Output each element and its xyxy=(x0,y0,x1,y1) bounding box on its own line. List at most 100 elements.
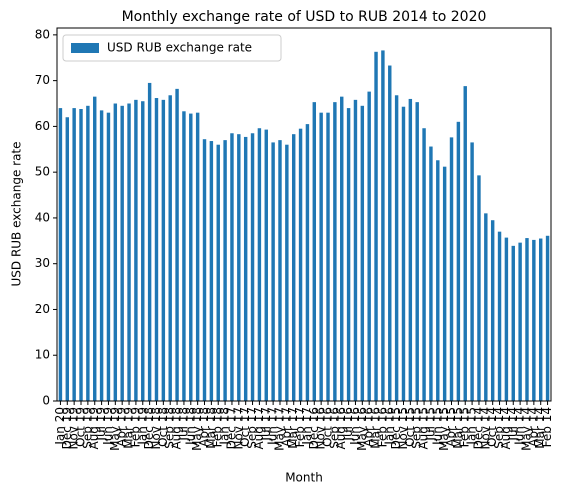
x-tick-label: Dec 14 xyxy=(471,407,485,449)
x-tick-label: Sep 15 xyxy=(410,407,424,449)
bar xyxy=(189,113,193,401)
bar xyxy=(58,108,63,401)
bar xyxy=(154,98,159,401)
x-tick-label: May 15 xyxy=(437,407,451,451)
bar xyxy=(511,245,515,401)
bar xyxy=(360,105,365,401)
bar xyxy=(278,140,282,401)
bar xyxy=(65,117,70,402)
bar xyxy=(312,102,317,401)
x-tick-label: Dec 19 xyxy=(60,407,74,449)
x-tick-label: Jan 20 xyxy=(53,407,67,446)
x-tick-label: Jan 18 xyxy=(218,407,232,446)
x-tick-label: Feb 14 xyxy=(540,407,554,447)
plot-frame xyxy=(56,27,552,402)
bar xyxy=(415,102,419,401)
bar xyxy=(436,160,440,401)
bar xyxy=(484,213,488,401)
x-tick-label: Feb 16 xyxy=(375,407,389,447)
bar xyxy=(346,108,351,401)
bar xyxy=(353,99,358,401)
x-tick-label: Oct 14 xyxy=(485,407,499,447)
bar xyxy=(545,235,550,401)
bar xyxy=(381,50,385,401)
y-tick-label: 30 xyxy=(35,256,50,270)
bar xyxy=(127,103,131,402)
x-tick-label: Aug 19 xyxy=(87,407,101,450)
x-tick-label: Jul 17 xyxy=(259,407,273,442)
bar xyxy=(408,98,413,401)
x-tick-label: Oct 15 xyxy=(403,407,417,447)
bar xyxy=(490,220,495,401)
x-tick-label: Jun 18 xyxy=(183,407,197,446)
bar xyxy=(525,238,529,401)
x-tick-label: Oct 18 xyxy=(156,407,170,447)
legend-swatch xyxy=(71,43,99,53)
bar xyxy=(463,86,467,401)
x-tick-label: Feb 19 xyxy=(128,407,142,447)
bar xyxy=(401,106,406,401)
x-tick-label: Sep 14 xyxy=(492,407,506,449)
x-tick-label: Jul 15 xyxy=(423,407,437,442)
x-tick-label: Sep 18 xyxy=(163,407,177,449)
x-tick-label: Sep 19 xyxy=(80,407,94,449)
bar xyxy=(86,105,90,401)
bar xyxy=(209,141,214,401)
x-tick-label: May 16 xyxy=(355,407,369,451)
x-tick-label: Aug 14 xyxy=(499,407,513,450)
x-tick-label: Jan 16 xyxy=(382,407,396,446)
x-tick-label: Oct 16 xyxy=(321,407,335,447)
bar xyxy=(202,139,207,401)
legend-box xyxy=(62,34,282,62)
x-tick-label: Nov 16 xyxy=(314,407,328,450)
bar xyxy=(442,166,447,401)
x-tick-label: Jun 16 xyxy=(348,407,362,446)
x-tick-label: Mar 14 xyxy=(533,407,547,449)
x-tick-label: Dec 15 xyxy=(389,407,403,449)
x-tick-label: Feb 18 xyxy=(211,407,225,447)
x-tick-label: Sep 16 xyxy=(327,407,341,449)
x-tick-label: Jun 17 xyxy=(266,407,280,446)
bar xyxy=(120,105,124,401)
bar xyxy=(168,95,172,402)
bar xyxy=(223,140,227,401)
x-tick-label: Oct 19 xyxy=(74,407,88,447)
x-tick-label: Mar 17 xyxy=(286,407,300,449)
x-tick-label: May 14 xyxy=(519,407,533,451)
bar xyxy=(237,134,241,401)
bar xyxy=(477,175,481,401)
x-tick-label: May 18 xyxy=(190,407,204,451)
chart-title: Monthly exchange rate of USD to RUB 2014… xyxy=(122,9,487,25)
y-tick-label: 50 xyxy=(35,165,50,179)
bar xyxy=(449,137,454,402)
bar xyxy=(394,95,399,402)
x-tick-label: Jul 19 xyxy=(94,407,108,442)
bar xyxy=(271,142,275,401)
bar xyxy=(298,128,303,401)
x-tick-label: Nov 18 xyxy=(149,407,163,450)
x-tick-label: Mar 15 xyxy=(451,407,465,449)
x-tick-label: Jul 18 xyxy=(176,407,190,442)
y-tick-label: 70 xyxy=(35,73,50,87)
bar xyxy=(340,96,344,402)
x-tick-label: Apr 18 xyxy=(197,407,211,447)
x-tick-label: Nov 17 xyxy=(231,407,245,450)
x-tick-label: Mar 18 xyxy=(204,407,218,449)
x-tick-label: Apr 14 xyxy=(526,407,540,447)
bar xyxy=(195,112,200,402)
y-tick-label: 0 xyxy=(42,394,50,408)
y-tick-label: 40 xyxy=(35,210,50,224)
bar xyxy=(93,96,97,402)
bar xyxy=(257,128,262,402)
x-axis-label: Month xyxy=(285,471,323,485)
x-tick-label: Jun 14 xyxy=(513,407,527,446)
y-axis-label: USD RUB exchange rate xyxy=(10,141,24,286)
x-tick-label: Jul 14 xyxy=(506,407,520,442)
bar xyxy=(161,99,166,401)
y-tick-label: 10 xyxy=(35,348,50,362)
x-tick-label: Jun 15 xyxy=(430,407,444,446)
y-tick-label: 20 xyxy=(35,302,50,316)
x-tick-label: Apr 19 xyxy=(115,407,129,447)
x-tick-label: Jan 17 xyxy=(300,407,314,446)
